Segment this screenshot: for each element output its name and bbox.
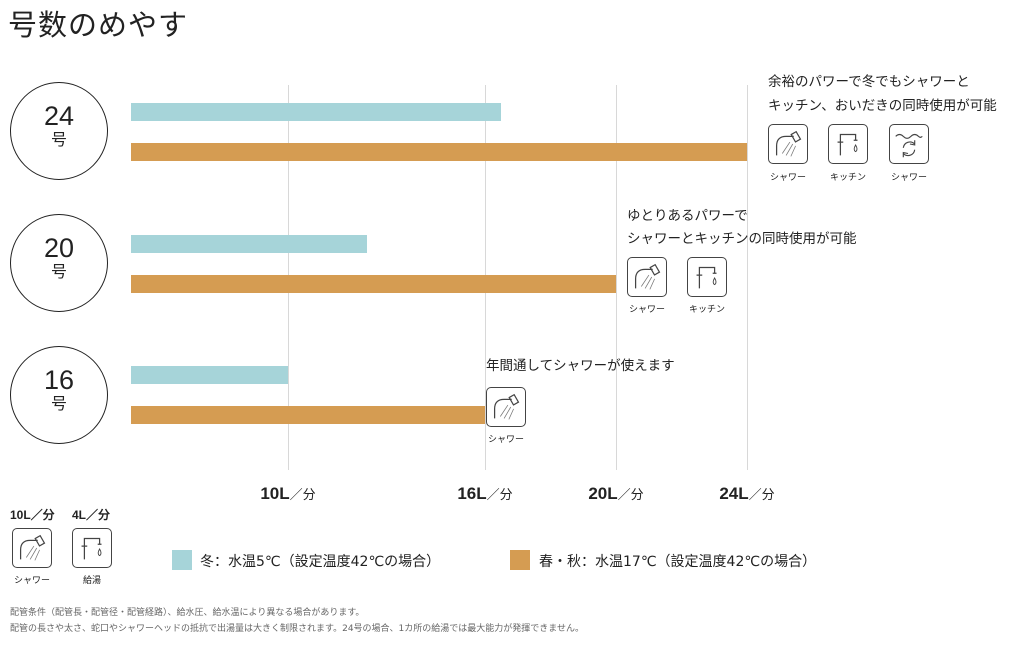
- legend-spring-autumn: 春・秋：水温17℃（設定温度42℃の場合）: [539, 554, 817, 570]
- capacity-unit: 号: [50, 130, 67, 149]
- bar-winter: [131, 235, 367, 253]
- shower-icon: [768, 124, 808, 164]
- shower-icon: [12, 528, 52, 568]
- shower-icon-label: シャワー: [487, 435, 524, 445]
- key-hot-water-label: 給湯: [82, 576, 101, 586]
- note-20-line2: シャワーとキッチンの同時使用が可能: [627, 231, 857, 247]
- legend-winter: 冬：水温5℃（設定温度42℃の場合）: [200, 554, 441, 570]
- key-shower-rate: 10L／分: [10, 508, 55, 522]
- footnote-1: 配管条件（配管長・配管径・配管経路）、給水圧、給水温により異なる場合があります。: [10, 608, 365, 618]
- shower-icon: [627, 257, 667, 297]
- note-16-line1: 年間通してシャワーが使えます: [486, 358, 675, 374]
- capacity-circle-16: 16 号: [10, 346, 108, 444]
- legend-swatch-winter: [172, 550, 192, 570]
- x-tick-label: 10L／分: [260, 484, 316, 503]
- kitchen-faucet-icon: [828, 124, 868, 164]
- kitchen-icon-label: キッチン: [829, 173, 866, 183]
- note-24-line2: キッチン、おいだきの同時使用が可能: [768, 98, 997, 114]
- kitchen-icon-label: キッチン: [688, 305, 725, 315]
- x-tick-label: 16L／分: [457, 484, 513, 503]
- bar-winter: [131, 103, 501, 121]
- bar-spring-autumn: [131, 143, 747, 161]
- shower-icon-label: シャワー: [769, 173, 806, 183]
- hot-water-faucet-icon: [72, 528, 112, 568]
- key-faucet-rate: 4L／分: [72, 508, 111, 522]
- capacity-unit: 号: [50, 394, 67, 413]
- capacity-unit: 号: [50, 262, 67, 281]
- shower-icon-label: シャワー: [628, 305, 665, 315]
- gridline: [616, 85, 617, 470]
- reheat-bath-icon: [889, 124, 929, 164]
- kitchen-faucet-icon: [687, 257, 727, 297]
- bar-winter: [131, 366, 288, 384]
- note-20-line1: ゆとりあるパワーで: [627, 208, 748, 224]
- key-shower-label: シャワー: [13, 576, 50, 586]
- legend-swatch-spring-autumn: [510, 550, 530, 570]
- capacity-number: 24: [43, 101, 75, 131]
- capacity-circle-24: 24 号: [10, 82, 108, 180]
- x-tick-label: 20L／分: [588, 484, 644, 503]
- capacity-number: 20: [43, 233, 75, 263]
- reheat-icon-label: シャワー: [890, 173, 927, 183]
- capacity-circle-20: 20 号: [10, 214, 108, 312]
- shower-icon: [486, 387, 526, 427]
- x-tick-label: 24L／分: [719, 484, 775, 503]
- footnote-2: 配管の長さや太さ、蛇口やシャワーヘッドの抵抗で出湯量は大きく制限されます。24号…: [10, 624, 585, 634]
- page-title: 号数のめやす: [8, 8, 189, 42]
- gridline: [747, 85, 748, 470]
- bar-spring-autumn: [131, 406, 485, 424]
- capacity-number: 16: [43, 365, 75, 395]
- note-24-line1: 余裕のパワーで冬でもシャワーと: [768, 74, 970, 90]
- bar-spring-autumn: [131, 275, 616, 293]
